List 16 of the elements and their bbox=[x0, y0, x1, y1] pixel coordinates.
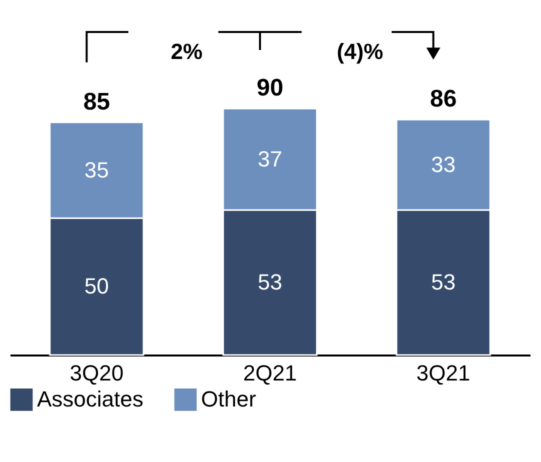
total-label: 90 bbox=[256, 74, 284, 102]
legend-label: Other bbox=[201, 386, 256, 412]
text: 2% bbox=[170, 39, 203, 64]
data-label: 33 bbox=[431, 152, 456, 177]
x-tick-label: 3Q21 bbox=[416, 360, 470, 386]
data-label: 50 bbox=[84, 274, 109, 299]
legend-label: Associates bbox=[37, 386, 144, 412]
data-label: 53 bbox=[431, 269, 456, 294]
data-label: 53 bbox=[258, 269, 282, 294]
total-label: 85 bbox=[83, 88, 110, 116]
x-tick-label: 3Q20 bbox=[70, 360, 124, 386]
x-tick-label: 2Q21 bbox=[243, 360, 297, 386]
total-label: 86 bbox=[430, 86, 457, 113]
text: (4)% bbox=[336, 39, 384, 64]
data-label: 35 bbox=[84, 157, 109, 182]
data-label: 37 bbox=[258, 146, 282, 172]
